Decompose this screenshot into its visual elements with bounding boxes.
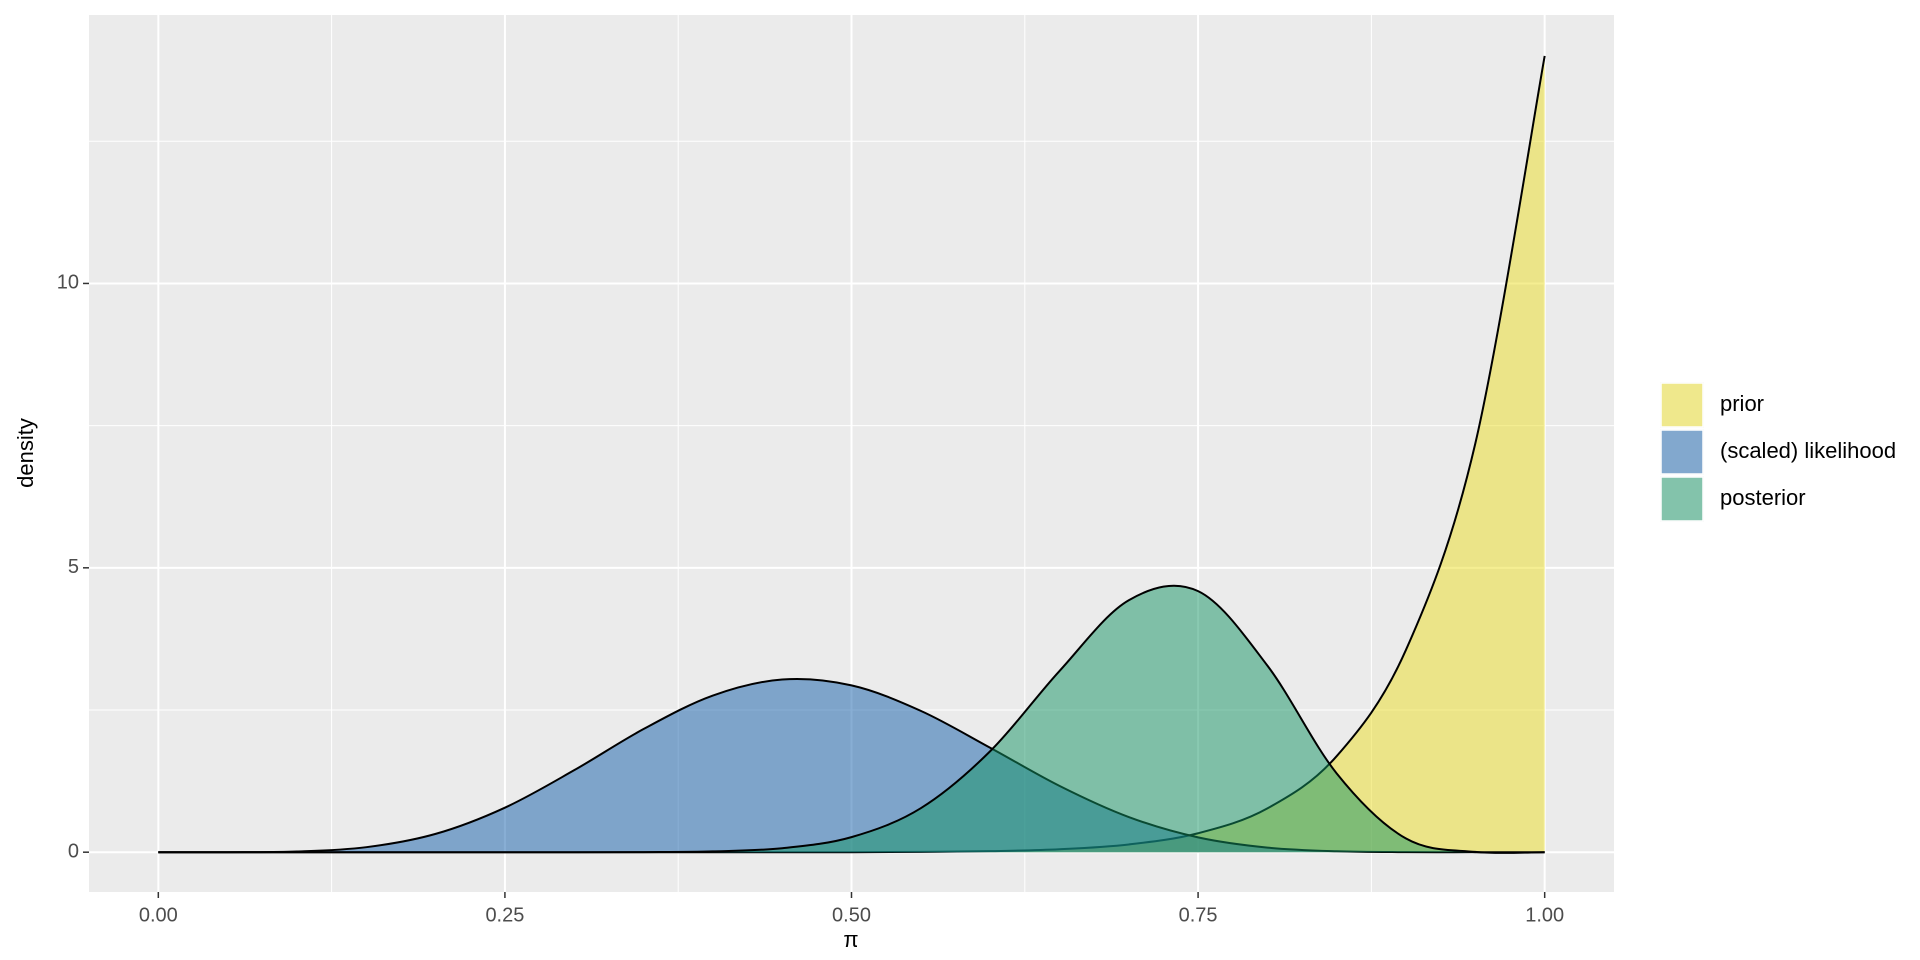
x-tick-label: 1.00 bbox=[1525, 904, 1564, 926]
legend-key bbox=[1660, 476, 1704, 522]
legend-label: (scaled) likelihood bbox=[1720, 438, 1896, 463]
x-axis-title: π bbox=[843, 927, 858, 952]
x-tick-label: 0.00 bbox=[139, 904, 178, 926]
legend-key bbox=[1660, 382, 1704, 428]
legend-label: posterior bbox=[1720, 485, 1806, 510]
x-tick-label: 0.75 bbox=[1179, 904, 1218, 926]
legend-label: prior bbox=[1720, 391, 1764, 416]
x-tick-label: 0.25 bbox=[485, 904, 524, 926]
density-area bbox=[158, 678, 1545, 853]
density-area bbox=[158, 585, 1545, 853]
density-line bbox=[158, 584, 1545, 854]
areas bbox=[158, 55, 1546, 854]
y-tick-label: 10 bbox=[57, 272, 79, 294]
y-tick-label: 0 bbox=[68, 840, 79, 862]
density-area bbox=[158, 55, 1545, 853]
x-tick-label: 0.50 bbox=[832, 904, 871, 926]
y-tick-label: 5 bbox=[68, 556, 79, 578]
legend-key bbox=[1660, 429, 1704, 475]
y-axis-title: density bbox=[13, 418, 38, 488]
